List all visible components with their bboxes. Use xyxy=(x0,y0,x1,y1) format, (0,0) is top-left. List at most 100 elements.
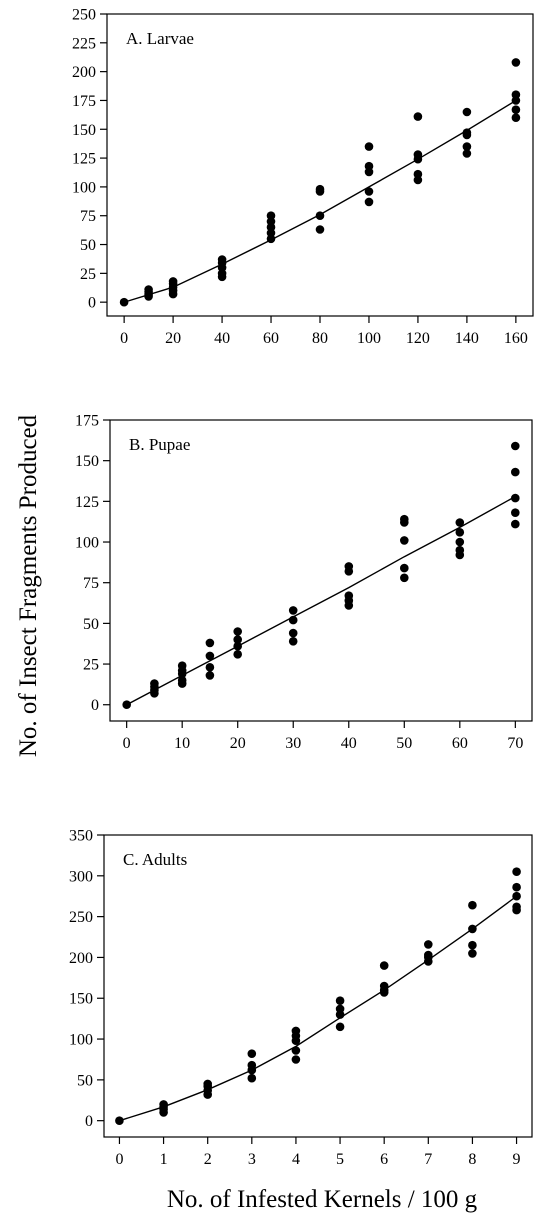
data-point xyxy=(424,940,433,949)
x-tick-label: 60 xyxy=(452,735,468,752)
fit-curve xyxy=(126,495,516,706)
data-point xyxy=(247,1049,257,1058)
plot-frame xyxy=(103,834,533,1138)
data-point xyxy=(511,105,521,114)
data-point xyxy=(511,113,521,122)
panel-title: C. Adults xyxy=(123,850,187,869)
data-point xyxy=(291,1046,301,1055)
data-point xyxy=(468,900,477,910)
y-tick-label: 225 xyxy=(72,35,96,52)
y-tick-label: 100 xyxy=(72,179,96,196)
x-tick-label: 80 xyxy=(312,330,328,347)
x-tick-label: 10 xyxy=(174,735,190,752)
data-point xyxy=(462,149,472,158)
x-tick-label: 20 xyxy=(165,330,181,347)
y-tick-label: 125 xyxy=(72,151,96,168)
data-point xyxy=(315,211,325,220)
data-point xyxy=(203,1079,212,1089)
data-point xyxy=(413,112,423,121)
x-tick-label: 100 xyxy=(357,330,381,347)
data-point xyxy=(217,255,227,264)
data-point xyxy=(455,518,465,527)
data-point xyxy=(168,277,178,286)
data-point xyxy=(400,514,409,524)
data-point xyxy=(364,187,374,196)
x-tick-label: 3 xyxy=(248,1151,256,1168)
data-point xyxy=(512,867,521,876)
data-point xyxy=(291,1026,301,1036)
panel-title: A. Larvae xyxy=(126,29,194,48)
x-tick-label: 7 xyxy=(424,1151,432,1168)
data-point xyxy=(511,90,521,99)
data-point xyxy=(511,508,520,517)
data-point xyxy=(511,519,520,529)
data-point xyxy=(364,197,374,207)
data-point xyxy=(511,441,520,451)
x-tick-label: 2 xyxy=(204,1151,212,1168)
x-tick-label: 4 xyxy=(292,1151,300,1168)
data-point xyxy=(468,949,477,958)
data-point xyxy=(511,58,521,67)
x-tick-label: 140 xyxy=(455,330,479,347)
y-tick-label: 0 xyxy=(88,295,96,312)
y-tick-label: 150 xyxy=(69,991,93,1008)
data-point xyxy=(512,902,521,912)
y-tick-label: 0 xyxy=(85,1113,93,1130)
data-point xyxy=(291,1055,301,1064)
y-tick-label: 25 xyxy=(83,657,99,674)
y-tick-label: 50 xyxy=(80,237,96,254)
data-point xyxy=(233,641,242,651)
panel-title: B. Pupae xyxy=(129,435,190,454)
y-tick-label: 300 xyxy=(69,868,93,885)
data-point xyxy=(315,184,325,194)
data-point xyxy=(424,950,433,960)
y-tick-label: 50 xyxy=(83,616,99,633)
data-point xyxy=(177,676,187,685)
data-point xyxy=(119,297,129,307)
data-point xyxy=(233,627,242,636)
x-tick-label: 50 xyxy=(396,735,412,752)
data-point xyxy=(205,663,215,672)
data-point xyxy=(379,981,389,991)
data-point xyxy=(122,700,131,709)
y-tick-label: 175 xyxy=(75,413,99,430)
data-point xyxy=(288,628,298,638)
data-point xyxy=(115,1116,124,1125)
y-tick-label: 0 xyxy=(91,697,99,714)
data-point xyxy=(462,142,472,151)
y-tick-label: 100 xyxy=(69,1032,93,1049)
data-point xyxy=(315,225,325,234)
data-point xyxy=(455,537,465,547)
data-point xyxy=(335,1004,345,1014)
y-tick-label: 75 xyxy=(83,575,99,592)
y-tick-label: 125 xyxy=(75,494,99,511)
x-tick-label: 40 xyxy=(341,735,357,752)
data-point xyxy=(205,651,215,661)
data-point xyxy=(462,128,472,137)
x-tick-label: 70 xyxy=(507,735,523,752)
x-tick-label: 6 xyxy=(380,1151,388,1168)
data-point xyxy=(400,563,409,573)
y-tick-label: 250 xyxy=(69,909,93,926)
data-point xyxy=(455,528,465,537)
data-point xyxy=(379,961,389,970)
data-point xyxy=(247,1073,257,1083)
y-tick-label: 150 xyxy=(72,122,96,139)
x-tick-label: 1 xyxy=(160,1151,168,1168)
data-point xyxy=(512,891,521,901)
panel-adults: 0 50 100 150 200 250 300 350 0 1 2 3 4 5 6 7 8 9 C. Adults xyxy=(69,828,533,1168)
x-tick-label: 40 xyxy=(214,330,230,347)
x-tick-label: 20 xyxy=(230,735,246,752)
data-point xyxy=(205,638,215,648)
y-tick-label: 100 xyxy=(75,535,99,552)
x-tick-label: 9 xyxy=(513,1151,521,1168)
data-point xyxy=(344,591,354,600)
y-tick-label: 175 xyxy=(72,93,96,110)
fit-curve xyxy=(119,895,518,1122)
y-tick-label: 350 xyxy=(69,828,93,845)
data-point xyxy=(205,671,215,680)
y-tick-label: 250 xyxy=(72,7,96,24)
y-tick-label: 75 xyxy=(80,208,96,225)
x-tick-label: 120 xyxy=(406,330,430,347)
